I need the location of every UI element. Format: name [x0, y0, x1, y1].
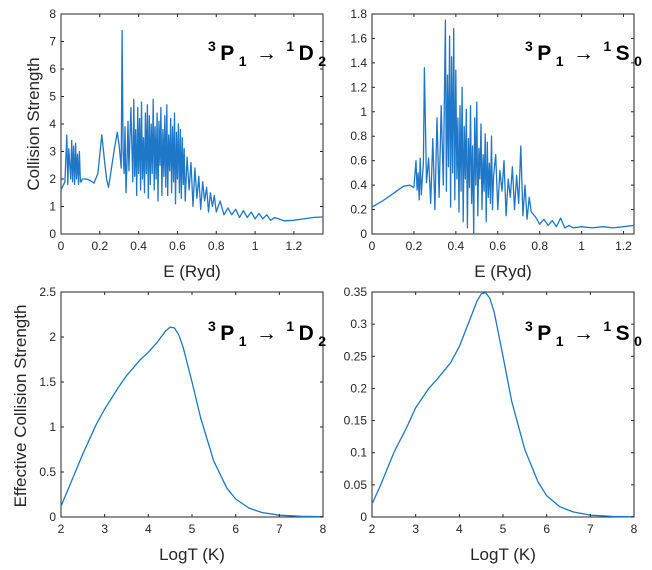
ticks-group-bottom-left: 2 3 4 5 6 7 8 0 0.5 1 1.5 2 2.5 — [39, 285, 326, 536]
transition-annotation-top-left: 3 P 1 → 1 D 2 — [208, 38, 326, 70]
y-tick-label: 3 — [49, 145, 56, 159]
y-tick-label: 0.4 — [350, 178, 367, 192]
series-group-bottom-left — [60, 326, 324, 518]
y-tick-label: 2.5 — [39, 285, 56, 299]
series-line — [60, 29, 324, 222]
x-tick-label: 1.2 — [615, 239, 632, 253]
y-tick-label: 7 — [49, 35, 56, 49]
series-group-top-right — [371, 19, 635, 235]
y-tick-label: 6 — [49, 62, 56, 76]
y-tick-label: 0 — [360, 510, 367, 524]
y-tick-label: 1.6 — [350, 31, 367, 45]
series-line — [60, 326, 324, 518]
plot-area-top-right — [371, 13, 635, 235]
y-tick-label: 2 — [49, 330, 56, 344]
ticks-group-bottom-right: 2 3 4 5 6 7 8 0 0.05 0.1 0.15 0.2 0.25 0.3 0.35 — [344, 285, 638, 536]
panel-top-right: 0 0.2 0.4 0.6 0.8 1 1.2 0 0.2 0.4 0.6 0.8 1 1.2 1.4 1.6… — [350, 7, 642, 281]
y-tick-label: 1.8 — [350, 7, 367, 21]
x-tick-label: 1 — [252, 239, 259, 253]
x-tick-label: 6 — [232, 522, 239, 536]
y-tick-label: 0 — [49, 227, 56, 241]
y-tick-label: 5 — [49, 90, 56, 104]
y-tick-label: 0.1 — [350, 446, 367, 460]
y-tick-label: 0.25 — [344, 349, 368, 363]
ticks-group-top-right: 0 0.2 0.4 0.6 0.8 1 1.2 0 0.2 0.4 0.6 0.8 1 1.2 1.4 1.6… — [350, 7, 634, 253]
x-tick-label: 6 — [543, 522, 550, 536]
x-axis-label-top-right: E (Ryd) — [474, 262, 532, 281]
x-tick-label: 0.2 — [406, 239, 423, 253]
transition-annotation-bottom-left: 3 P 1 → 1 D 2 — [208, 318, 326, 350]
y-tick-label: 0.2 — [350, 381, 367, 395]
x-tick-label: 2 — [369, 522, 376, 536]
y-tick-label: 4 — [49, 117, 56, 131]
y-tick-label: 0.6 — [350, 154, 367, 168]
series-line — [371, 19, 635, 235]
x-tick-label: 1.2 — [286, 239, 303, 253]
panel-bottom-left: 2 3 4 5 6 7 8 0 0.5 1 1.5 2 2.5 LogT (K) Effective C… — [11, 285, 327, 564]
x-tick-label: 0.8 — [531, 239, 548, 253]
x-axis-label-bottom-right: LogT (K) — [470, 545, 536, 564]
y-tick-label: 2 — [49, 172, 56, 186]
ticks-group-top-left: 0 0.2 0.4 0.6 0.8 1 1.2 0 1 2 3 4 5 6 7 8 — [49, 7, 323, 253]
x-tick-label: 4 — [456, 522, 463, 536]
series-line — [371, 291, 635, 518]
plot-area-bottom-right — [371, 291, 635, 518]
y-tick-label: 0.05 — [344, 478, 368, 492]
x-axis-label-top-left: E (Ryd) — [163, 262, 221, 281]
x-tick-label: 8 — [320, 522, 327, 536]
series-group-top-left — [60, 29, 324, 222]
y-tick-label: 1 — [360, 105, 367, 119]
x-tick-label: 3 — [412, 522, 419, 536]
y-tick-label: 8 — [49, 7, 56, 21]
x-tick-label: 5 — [189, 522, 196, 536]
x-tick-label: 8 — [631, 522, 638, 536]
x-tick-label: 0.4 — [447, 239, 464, 253]
x-tick-label: 0.6 — [169, 239, 186, 253]
y-axis-label-top-left: Collision Strength — [24, 57, 43, 190]
plot-area-bottom-left — [60, 291, 324, 518]
panel-bottom-right: 2 3 4 5 6 7 8 0 0.05 0.1 0.15 0.2 0.25 0.3 0.35 LogT (… — [344, 285, 643, 564]
plot-area-top-left — [60, 13, 324, 235]
x-tick-label: 0 — [369, 239, 376, 253]
y-tick-label: 0.15 — [344, 414, 368, 428]
y-tick-label: 0.5 — [39, 465, 56, 479]
y-tick-label: 1.5 — [39, 375, 56, 389]
x-tick-label: 2 — [58, 522, 65, 536]
transition-annotation-bottom-right: 3 P 1 → 1 S 0 — [525, 318, 642, 350]
y-tick-label: 0.3 — [350, 317, 367, 331]
x-tick-label: 0.2 — [91, 239, 108, 253]
x-tick-label: 0.6 — [489, 239, 506, 253]
y-tick-label: 0.2 — [350, 203, 367, 217]
x-tick-label: 0 — [58, 239, 65, 253]
x-axis-label-bottom-left: LogT (K) — [159, 545, 225, 564]
x-tick-label: 7 — [276, 522, 283, 536]
x-tick-label: 0.4 — [130, 239, 147, 253]
y-tick-label: 1.4 — [350, 56, 367, 70]
x-tick-label: 1 — [578, 239, 585, 253]
y-tick-label: 1 — [49, 200, 56, 214]
panel-top-left: 0 0.2 0.4 0.6 0.8 1 1.2 0 1 2 3 4 5 6 7 8 E (Ryd) Colli… — [24, 7, 326, 281]
y-tick-label: 0 — [360, 227, 367, 241]
y-axis-label-bottom-left: Effective Collision Strength — [11, 305, 30, 508]
x-tick-label: 0.8 — [208, 239, 225, 253]
x-tick-label: 7 — [587, 522, 594, 536]
series-group-bottom-right — [371, 291, 635, 518]
y-tick-label: 0.35 — [344, 285, 368, 299]
x-tick-label: 4 — [145, 522, 152, 536]
y-tick-label: 0 — [49, 510, 56, 524]
y-tick-label: 1.2 — [350, 80, 367, 94]
y-tick-label: 0.8 — [350, 129, 367, 143]
x-tick-label: 3 — [101, 522, 108, 536]
transition-annotation-top-right: 3 P 1 → 1 S 0 — [525, 38, 642, 70]
y-tick-label: 1 — [49, 420, 56, 434]
x-tick-label: 5 — [500, 522, 507, 536]
